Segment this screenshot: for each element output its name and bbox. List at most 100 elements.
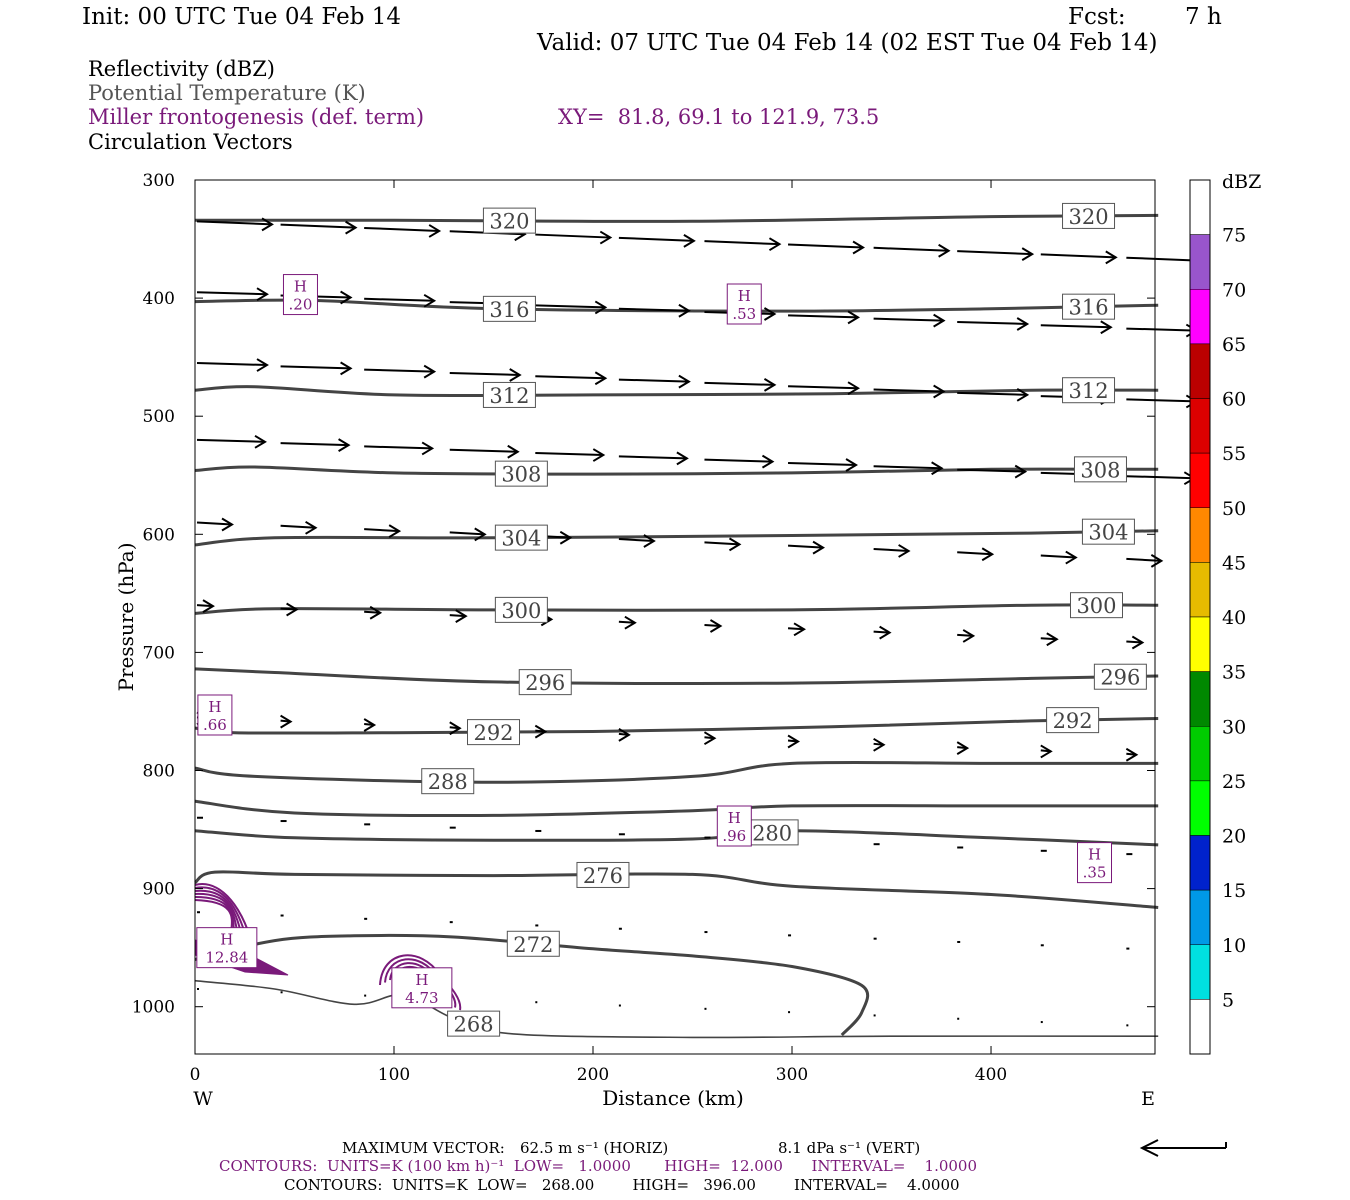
theta-contour-line xyxy=(194,717,1159,735)
circulation-vector xyxy=(788,243,864,249)
circulation-vector xyxy=(449,448,518,453)
colorbar-unit: dBZ xyxy=(1222,171,1261,193)
theta-contour-label: 296 xyxy=(525,671,565,695)
theta-contour-label: 296 xyxy=(1100,666,1140,690)
circulation-vector xyxy=(196,604,214,608)
colorbar-label: 60 xyxy=(1222,389,1246,411)
circulation-vector xyxy=(618,307,689,312)
circulation-vector-head xyxy=(286,602,299,617)
fronto-max-label: H xyxy=(738,287,751,305)
theta-contour-label-box xyxy=(494,460,548,487)
circulation-vector xyxy=(364,445,433,450)
theta-contour-label-box xyxy=(1081,518,1135,545)
circulation-vector xyxy=(1126,398,1197,403)
circulation-vector-head xyxy=(428,224,442,238)
theta-contour-label-box xyxy=(467,719,521,746)
theta-contour-label: 316 xyxy=(489,298,529,322)
contour-labels: 320 320 316 316 312 312 308 308 304 304 300 300 296 2… xyxy=(421,202,1147,1037)
circulation-vector xyxy=(704,381,775,386)
circulation-vector-head xyxy=(363,718,377,732)
y-tick-label: 400 xyxy=(143,289,175,309)
circulation-vector xyxy=(1126,327,1197,332)
max-vector-label: MAXIMUM VECTOR: xyxy=(342,1139,505,1157)
circulation-vector-head xyxy=(474,527,487,542)
theta-contour-label-box xyxy=(1093,663,1147,690)
init-time: Init: 00 UTC Tue 04 Feb 14 xyxy=(82,4,402,30)
x-tick-label: 100 xyxy=(378,1065,410,1085)
colorbar-segment xyxy=(1189,726,1211,782)
circulation-vector xyxy=(449,614,466,618)
circulation-vector xyxy=(618,620,635,624)
theta-contour-label-box xyxy=(506,930,560,957)
colorbar-label: 75 xyxy=(1222,225,1246,247)
circulation-vector xyxy=(535,233,611,239)
x-tick-label: 0 xyxy=(190,1065,201,1085)
circulation-vector-head xyxy=(981,547,995,562)
fronto-max-value: 12.84 xyxy=(205,949,248,967)
colorbar-segment xyxy=(1189,780,1211,836)
circulation-vector xyxy=(280,365,351,370)
circulation-vector xyxy=(280,524,316,529)
circulation-vector xyxy=(873,317,944,322)
theta-contour-label-box xyxy=(482,207,536,234)
theta-contour-label: 288 xyxy=(428,770,468,794)
theta-contours xyxy=(194,213,1159,1039)
circulation-vector-head xyxy=(962,629,976,643)
theta-contour-label-box xyxy=(1069,592,1123,619)
legend-frontogenesis: Miller frontogenesis (def. term) xyxy=(88,105,425,129)
theta-contour-label-box xyxy=(1046,707,1100,734)
max-vector-horiz: 62.5 m s⁻¹ (HORIZ) xyxy=(520,1139,669,1157)
legend-reflectivity: Reflectivity (dBZ) xyxy=(88,57,276,81)
circulation-vector xyxy=(196,362,268,367)
theta-contour-line xyxy=(194,870,1159,909)
circulation-vector xyxy=(704,541,740,546)
circulation-vector-head xyxy=(1131,635,1145,650)
circulation-vector-head xyxy=(388,524,402,538)
colorbar-segment xyxy=(1189,671,1211,727)
theta-contour-label-box xyxy=(494,524,548,551)
circulation-vector-head xyxy=(933,384,946,399)
theta-contour-line xyxy=(194,465,1159,476)
circulation-vector xyxy=(704,240,780,246)
circulation-vector-head xyxy=(873,737,886,752)
fronto-max-label: H xyxy=(220,931,233,949)
circulation-vector xyxy=(449,531,485,536)
theta-contour-label-box xyxy=(494,596,548,623)
fronto-max-label: H xyxy=(728,809,741,827)
colorbar-label: 30 xyxy=(1222,716,1246,738)
legend-xy: XY= 81.8, 69.1 to 121.9, 73.5 xyxy=(558,105,880,129)
circulation-vector-head xyxy=(345,220,358,235)
valid-time: Valid: 07 UTC Tue 04 Feb 14 (02 EST Tue … xyxy=(537,30,1158,56)
theta-contour-line xyxy=(194,529,1159,547)
theta-contour-line xyxy=(194,829,1159,847)
circulation-vector-head xyxy=(728,537,742,552)
theta-contour-label: 280 xyxy=(752,821,792,845)
theta-contour-label-box xyxy=(482,381,536,408)
y-tick-label: 300 xyxy=(143,171,175,191)
circulation-vector xyxy=(788,314,859,319)
circulation-vector-head xyxy=(507,444,520,459)
circulation-vector-head xyxy=(423,364,437,379)
circulation-vector xyxy=(873,547,909,552)
theta-contour-label-box xyxy=(1073,456,1127,483)
circulation-vector xyxy=(957,320,1028,325)
fronto-max-value: .35 xyxy=(1083,864,1107,882)
colorbar-label: 70 xyxy=(1222,279,1246,301)
circulation-vector-head xyxy=(643,534,656,548)
circulation-vector-head xyxy=(449,721,462,736)
theta-contour-label-box xyxy=(1062,202,1116,229)
y-axis-title: Pressure (hPa) xyxy=(114,543,138,692)
fronto-max-label: H xyxy=(1088,846,1101,864)
theta-contour-label: 304 xyxy=(501,527,541,551)
y-tick-label: 1000 xyxy=(132,998,175,1018)
circulation-vector-head xyxy=(793,622,806,637)
colorbar-segment xyxy=(1189,507,1211,563)
circulation-vector xyxy=(364,368,435,373)
circulation-vector xyxy=(1126,256,1202,262)
circulation-vector-head xyxy=(202,599,215,614)
circulation-vector-head xyxy=(421,441,435,456)
reference-vector-head xyxy=(1139,1139,1159,1157)
circulation-vector-head xyxy=(763,307,777,321)
colorbar: 5 10 15 20 25 30 35 40 45 50 55 60 65 70 75 dBZ xyxy=(1189,171,1261,1055)
fronto-max-box xyxy=(282,274,318,316)
